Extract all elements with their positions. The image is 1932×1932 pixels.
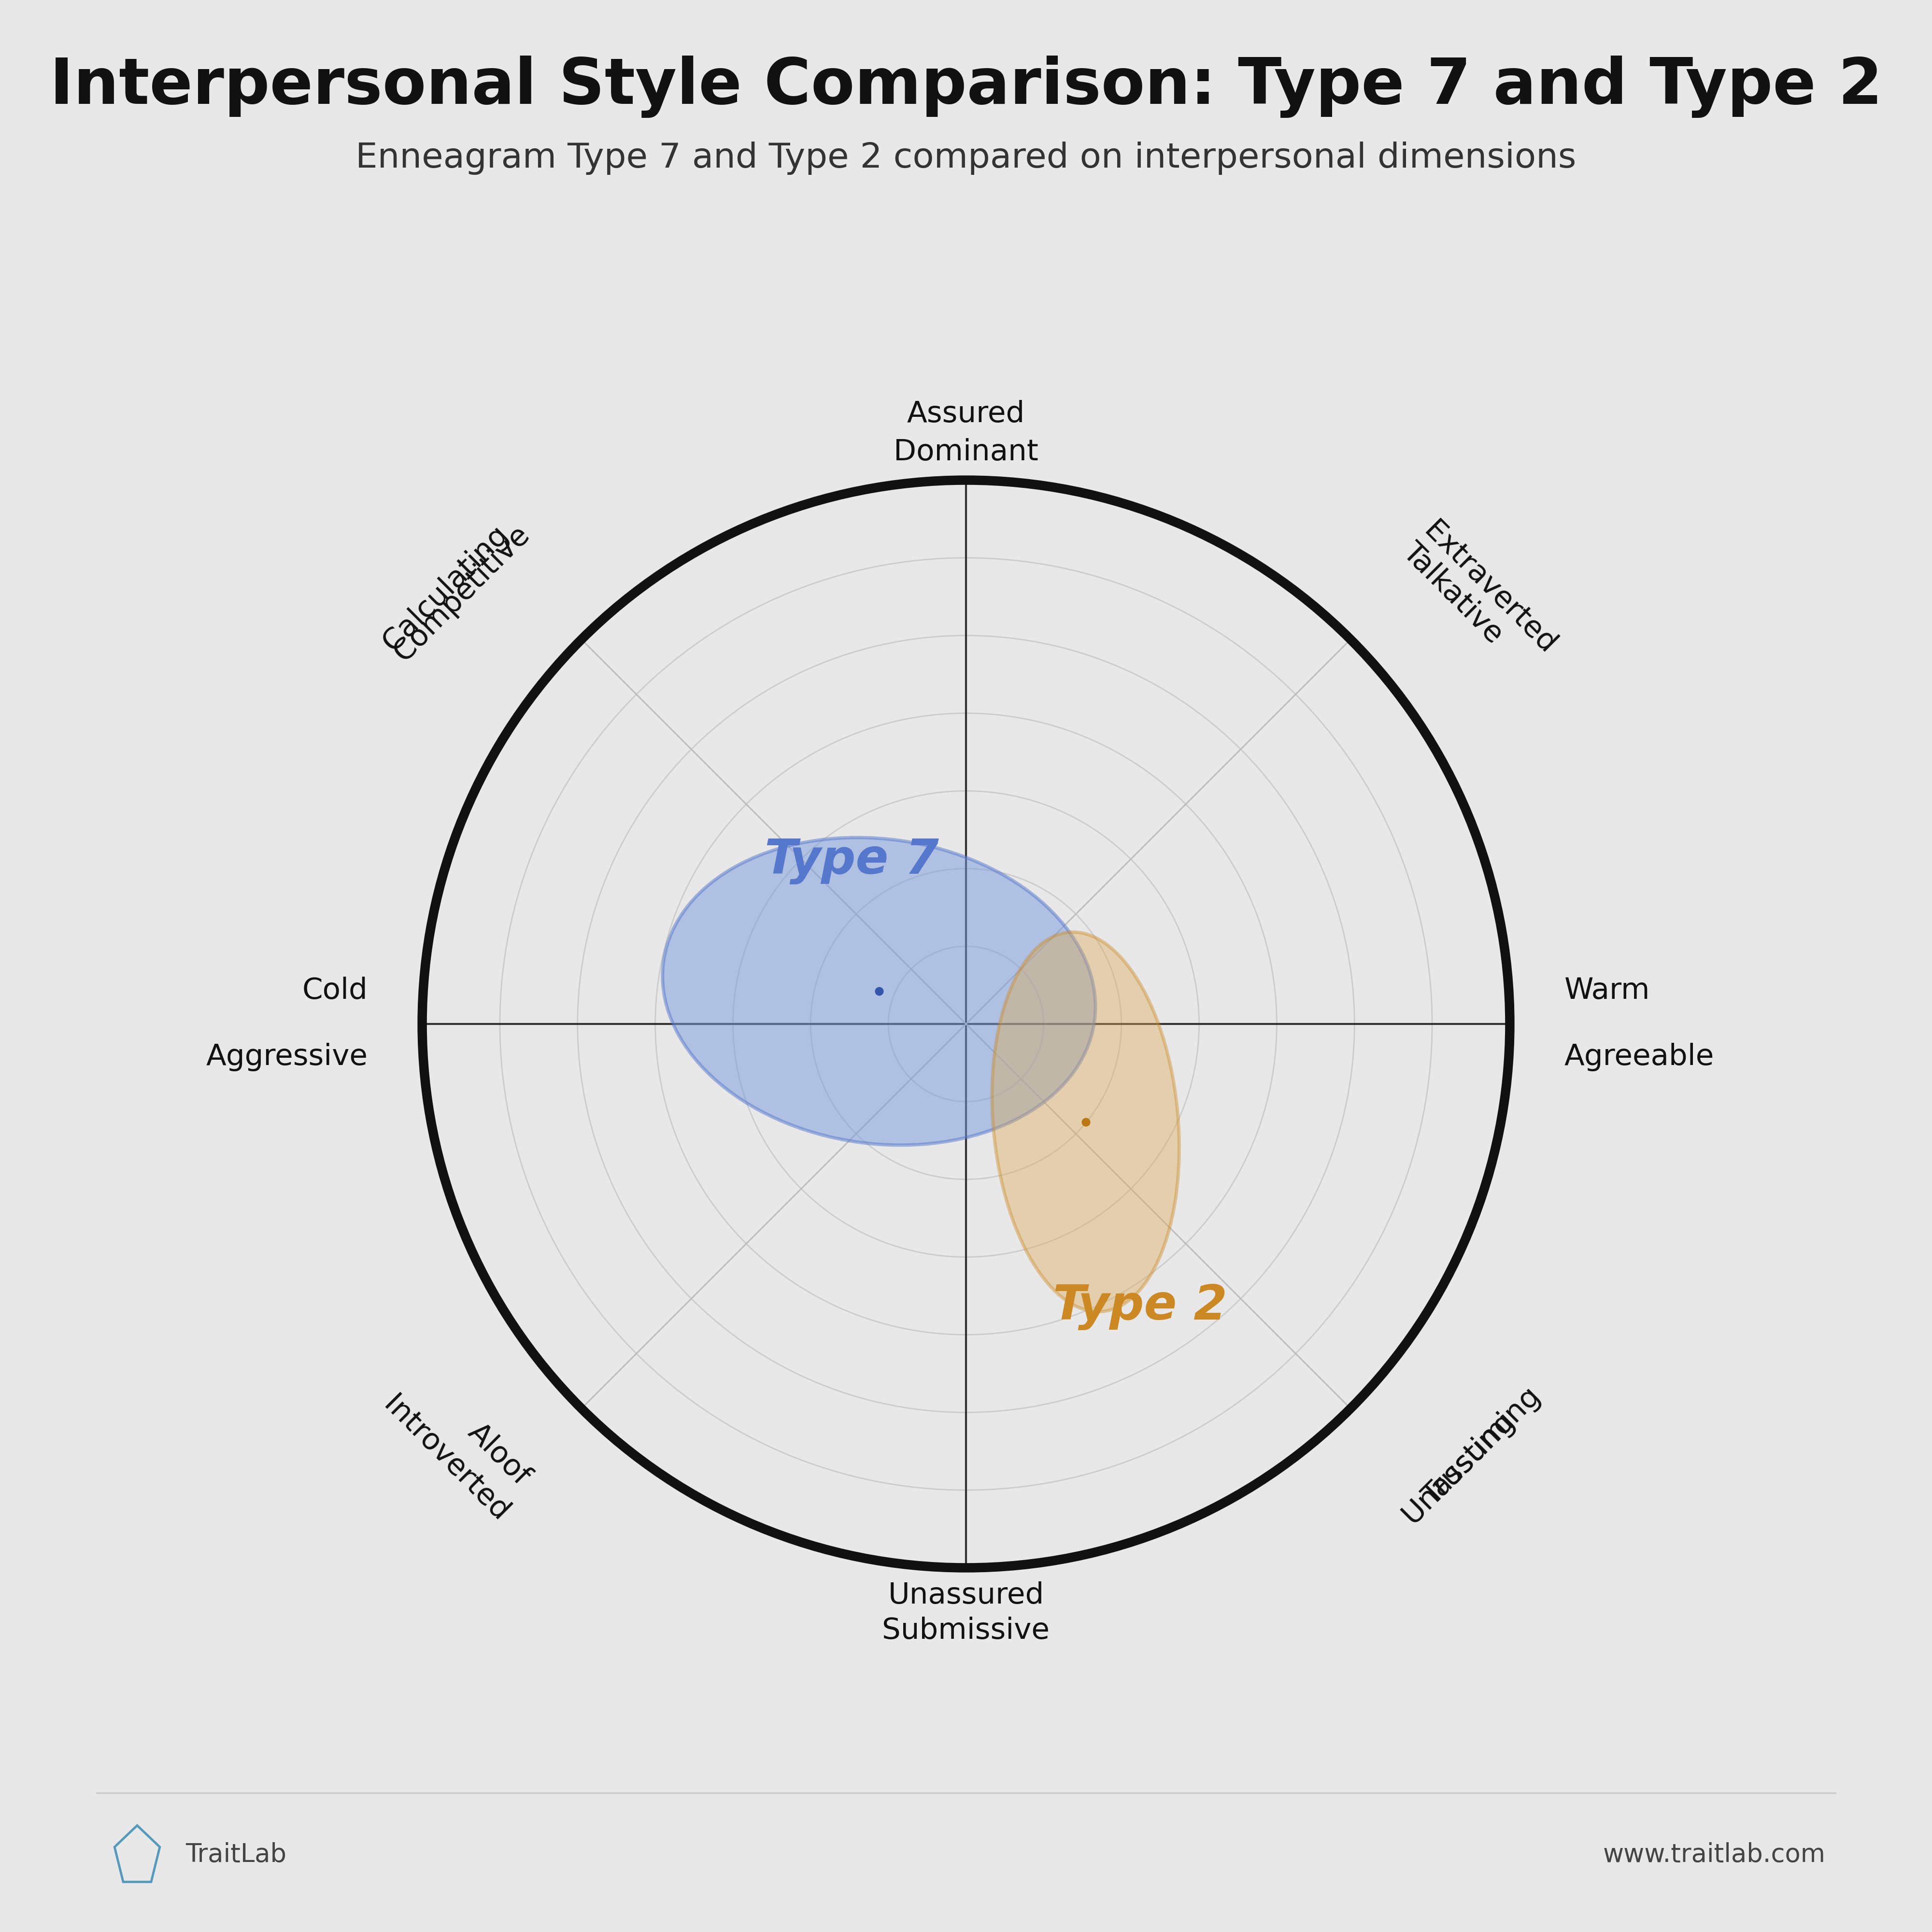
Text: Calculating: Calculating	[377, 520, 514, 657]
Text: Unassured: Unassured	[889, 1582, 1043, 1609]
Text: Extraverted: Extraverted	[1418, 516, 1561, 661]
Text: Talkative: Talkative	[1397, 537, 1509, 649]
Text: Unassuming: Unassuming	[1397, 1379, 1546, 1528]
Text: Competitive: Competitive	[388, 520, 535, 667]
Ellipse shape	[663, 838, 1095, 1146]
Text: TraitLab: TraitLab	[185, 1843, 286, 1866]
Text: Cold: Cold	[301, 976, 367, 1005]
Text: Interpersonal Style Comparison: Type 7 and Type 2: Interpersonal Style Comparison: Type 7 a…	[50, 56, 1882, 118]
Ellipse shape	[991, 931, 1179, 1312]
Text: Trusting: Trusting	[1418, 1408, 1520, 1511]
Text: Type 2: Type 2	[1053, 1283, 1227, 1329]
Text: Submissive: Submissive	[883, 1617, 1049, 1646]
Text: Enneagram Type 7 and Type 2 compared on interpersonal dimensions: Enneagram Type 7 and Type 2 compared on …	[355, 141, 1577, 176]
Text: Type 7: Type 7	[765, 837, 939, 885]
Text: Introverted: Introverted	[377, 1391, 514, 1528]
Text: Assured: Assured	[906, 400, 1026, 429]
Text: Aloof: Aloof	[462, 1418, 535, 1492]
Text: www.traitlab.com: www.traitlab.com	[1604, 1843, 1826, 1866]
Text: Agreeable: Agreeable	[1565, 1043, 1714, 1072]
Text: Warm: Warm	[1565, 976, 1650, 1005]
Text: Aggressive: Aggressive	[207, 1043, 367, 1072]
Text: Dominant: Dominant	[895, 439, 1037, 466]
